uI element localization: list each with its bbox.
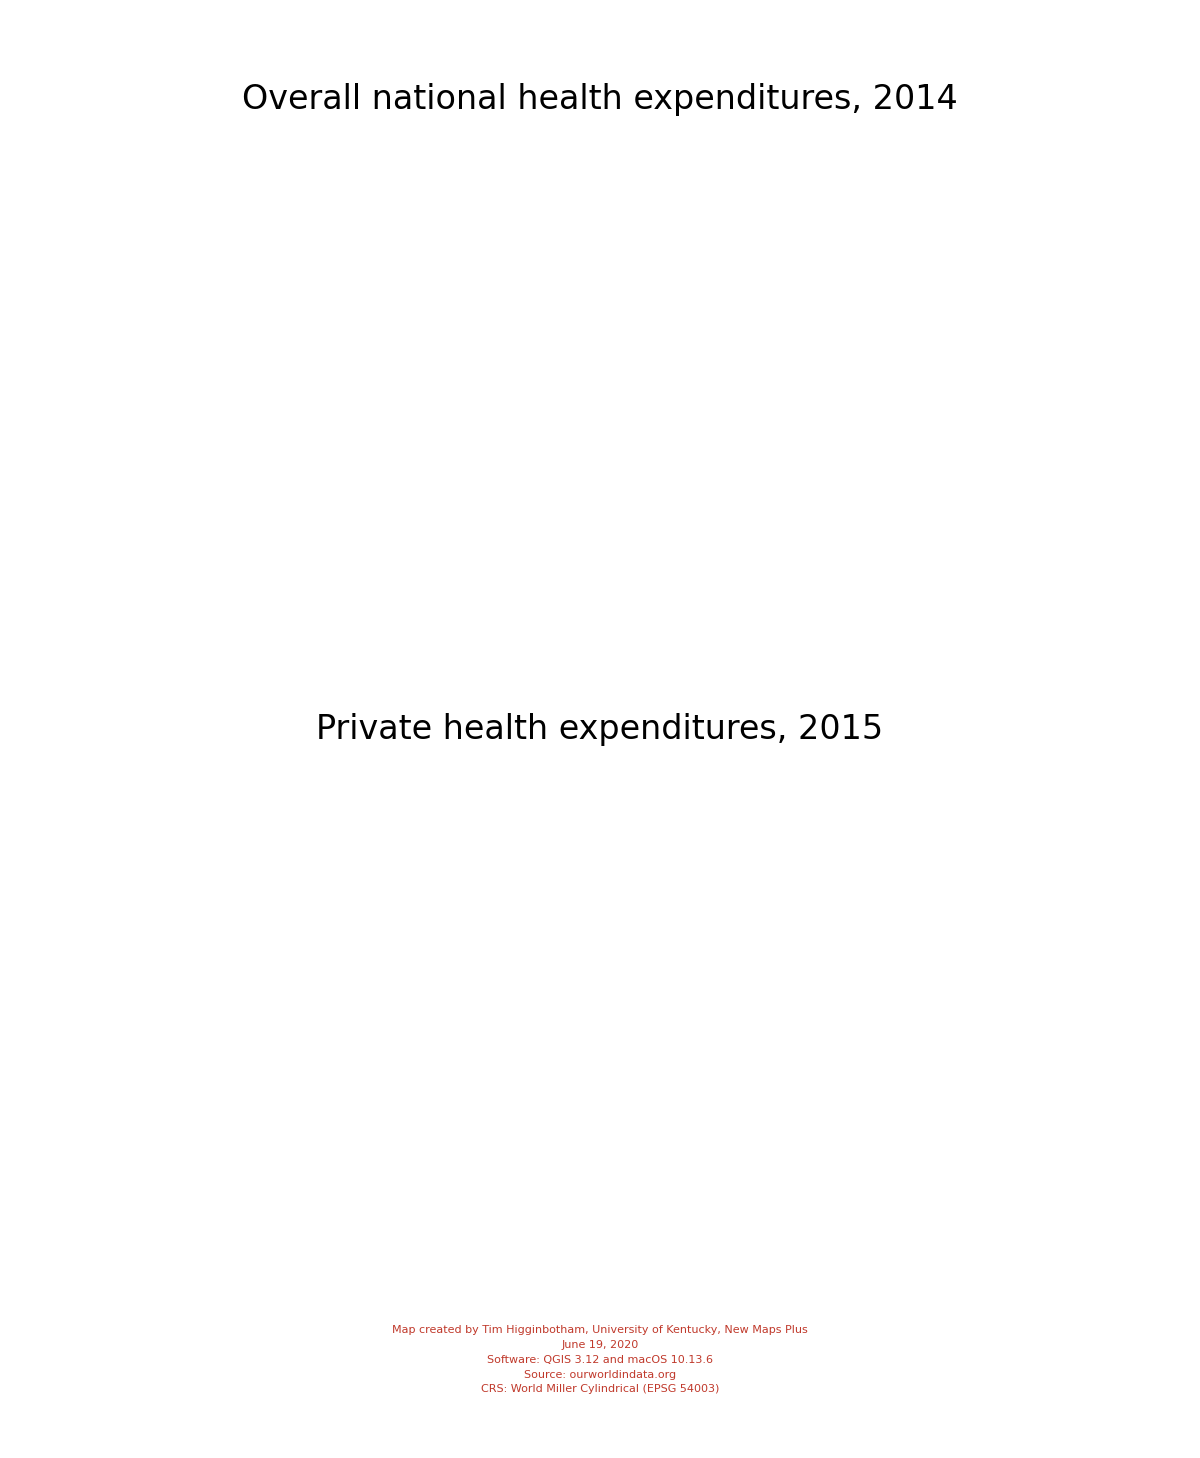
Text: Overall national health expenditures, 2014: Overall national health expenditures, 20… xyxy=(242,83,958,117)
Text: Private health expenditures, 2015: Private health expenditures, 2015 xyxy=(317,713,883,745)
Text: Map created by Tim Higginbotham, University of Kentucky, New Maps Plus
June 19, : Map created by Tim Higginbotham, Univers… xyxy=(392,1325,808,1394)
